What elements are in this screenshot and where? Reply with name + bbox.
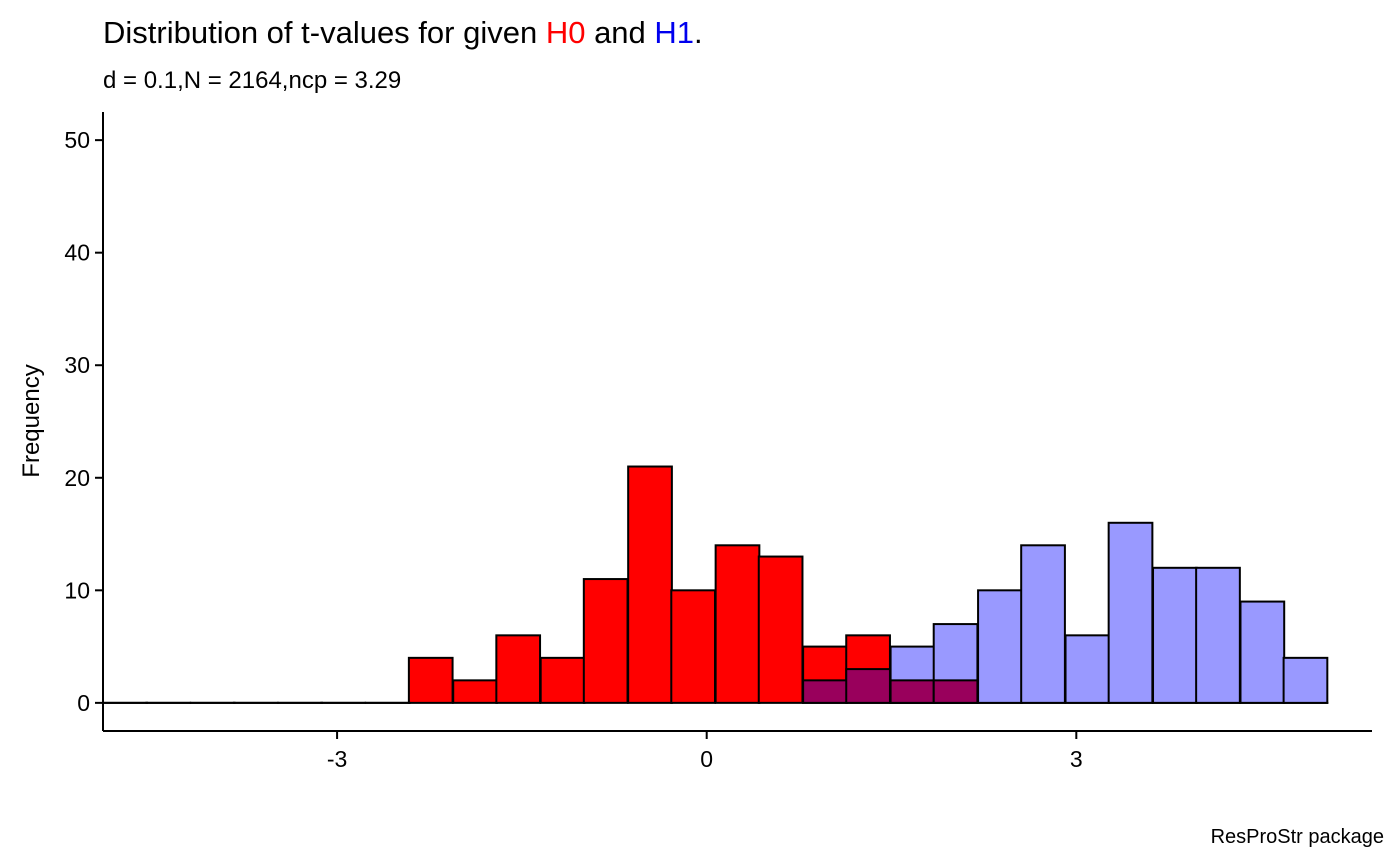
bar-h0-14: [714, 544, 761, 704]
bar-overlap-17: [845, 668, 891, 704]
chart-caption: ResProStr package: [1211, 826, 1384, 848]
bar-h0-11: [582, 578, 629, 704]
bar-h0-15: [757, 555, 804, 704]
bars-layer: [102, 465, 1329, 704]
bar-h0-12: [627, 465, 673, 704]
chart-title-h1: H1: [654, 15, 694, 50]
bar-overlap-16: [802, 679, 848, 704]
chart-title-middle: and: [585, 15, 654, 50]
y-tick-label-30: 30: [64, 352, 90, 378]
y-tick-label-0: 0: [77, 690, 90, 716]
y-tick-label-10: 10: [64, 577, 90, 603]
x-axis-ticks: -3 0 3: [327, 731, 1083, 772]
chart-title: Distribution of t-values for given H0 an…: [103, 15, 703, 50]
bar-h1-26: [1239, 600, 1286, 704]
x-tick-label-2: 3: [1070, 746, 1083, 772]
y-tick-label-40: 40: [64, 240, 90, 266]
bar-h0-8: [452, 679, 498, 704]
bar-h1-27: [1282, 656, 1329, 704]
y-axis-ticks: 0 10 20 30 40 50: [64, 127, 103, 716]
bar-h1-22: [1064, 634, 1111, 704]
chart-title-suffix: .: [694, 15, 703, 50]
bar-h0-13: [670, 589, 716, 704]
chart-subtitle: d = 0.1,N = 2164,ncp = 3.29: [103, 67, 401, 94]
bar-overlap-18: [889, 679, 936, 704]
y-tick-label-20: 20: [64, 465, 90, 491]
x-tick-label-1: 0: [700, 746, 713, 772]
y-axis-title: Frequency: [18, 364, 45, 477]
bar-h0-9: [495, 634, 542, 704]
bar-overlap-19: [932, 679, 979, 704]
chart-title-h0: H0: [546, 15, 586, 50]
bar-h1-20: [977, 589, 1023, 704]
bar-h0-7: [407, 656, 454, 704]
bar-h1-25: [1195, 566, 1241, 704]
bar-h1-24: [1152, 566, 1198, 704]
chart-title-prefix: Distribution of t-values for given: [103, 15, 546, 50]
y-tick-label-50: 50: [64, 127, 90, 153]
x-tick-label-0: -3: [327, 746, 347, 772]
bar-h1-21: [1020, 544, 1066, 704]
bar-h0-10: [539, 656, 586, 704]
bar-h1-23: [1107, 521, 1154, 704]
